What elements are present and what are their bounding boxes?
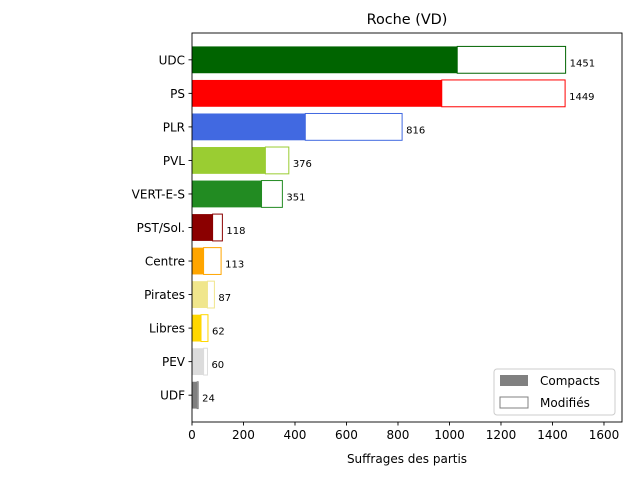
bar-modifies-plr: [304, 112, 403, 141]
legend: Compacts Modifiés: [493, 368, 616, 416]
total-label-pvl: 376: [293, 159, 312, 170]
bar-compacts-pev: [192, 348, 204, 376]
legend-swatch-modifies: [499, 396, 529, 409]
bar-compacts-udf: [192, 381, 198, 409]
total-label-libres: 62: [212, 327, 225, 338]
x-tick-label: 1600: [589, 428, 620, 442]
bar-compacts-udc: [192, 46, 458, 74]
bar-modifies-pst-sol: [212, 213, 223, 242]
x-tick-label: 200: [232, 428, 255, 442]
bar-compacts-libres: [192, 314, 202, 342]
y-tick-label-udf: UDF: [160, 389, 185, 403]
bar-modifies-pvl: [264, 146, 290, 175]
x-axis-ticks: 0 200 400 600 800 1000 1200 1400 1600: [188, 422, 619, 442]
bar-compacts-pst-sol: [192, 214, 213, 241]
x-tick-label: 1400: [537, 428, 568, 442]
y-tick-label-pev: PEV: [162, 355, 186, 369]
y-tick-label-vert-e-s: VERT-E-S: [132, 187, 185, 201]
bar-modifies-pirates: [206, 280, 215, 309]
total-label-pirates: 87: [218, 293, 231, 304]
total-label-pev: 60: [211, 360, 224, 371]
y-tick-label-pst-sol: PST/Sol.: [137, 221, 185, 235]
y-tick-label-plr: PLR: [163, 120, 185, 134]
total-label-udf: 24: [202, 394, 215, 405]
chart-title: Roche (VD): [367, 12, 448, 28]
y-tick-label-pvl: PVL: [163, 154, 185, 168]
total-label-pst-sol: 118: [226, 226, 245, 237]
total-label-centre: 113: [225, 260, 244, 271]
bar-modifies-libres: [200, 314, 209, 343]
total-label-plr: 816: [406, 125, 425, 136]
plot-frame: [191, 32, 623, 423]
x-tick-label: 1200: [486, 428, 517, 442]
total-label-vert-e-s: 351: [286, 192, 305, 203]
total-label-ps: 1449: [569, 92, 594, 103]
bar-compacts-ps: [192, 79, 442, 107]
bar-compacts-pirates: [192, 281, 208, 308]
total-labels: 1451 1449 816 376 351 118 113 87 62 60 24: [202, 58, 595, 404]
bar-modifies-vert-e-s: [261, 180, 283, 208]
bar-modifies-pev: [203, 347, 208, 376]
x-tick-label: 600: [335, 428, 358, 442]
y-tick-label-pirates: Pirates: [144, 288, 185, 302]
bar-compacts-centre: [192, 247, 204, 275]
total-label-udc: 1451: [570, 58, 595, 69]
y-tick-label-ps: PS: [170, 87, 185, 101]
legend-label-compacts: Compacts: [540, 374, 600, 388]
y-tick-label-libres: Libres: [149, 322, 185, 336]
bar-modifies-udc: [456, 45, 567, 74]
x-tick-label: 800: [387, 428, 410, 442]
y-tick-label-centre: Centre: [145, 255, 185, 269]
bar-modifies-ps: [441, 79, 566, 108]
bar-modifies-centre: [203, 247, 222, 275]
x-tick-label: 0: [188, 428, 196, 442]
bar-compacts-pvl: [192, 147, 266, 174]
legend-swatch-compacts: [500, 375, 528, 386]
bar-compacts-vert-e-s: [192, 180, 262, 208]
x-tick-label: 1000: [434, 428, 465, 442]
x-axis-label: Suffrages des partis: [347, 452, 467, 466]
bar-modifies-udf: [196, 381, 199, 410]
y-tick-label-udc: UDC: [159, 53, 185, 67]
category-labels: UDC PS PLR PVL VERT-E-S PST/Sol. Centre Pirates…: [132, 53, 192, 403]
bar-compacts-plr: [192, 113, 306, 141]
bars-layer: [192, 45, 567, 410]
x-tick-label: 400: [284, 428, 307, 442]
legend-label-modifies: Modifiés: [540, 396, 590, 410]
